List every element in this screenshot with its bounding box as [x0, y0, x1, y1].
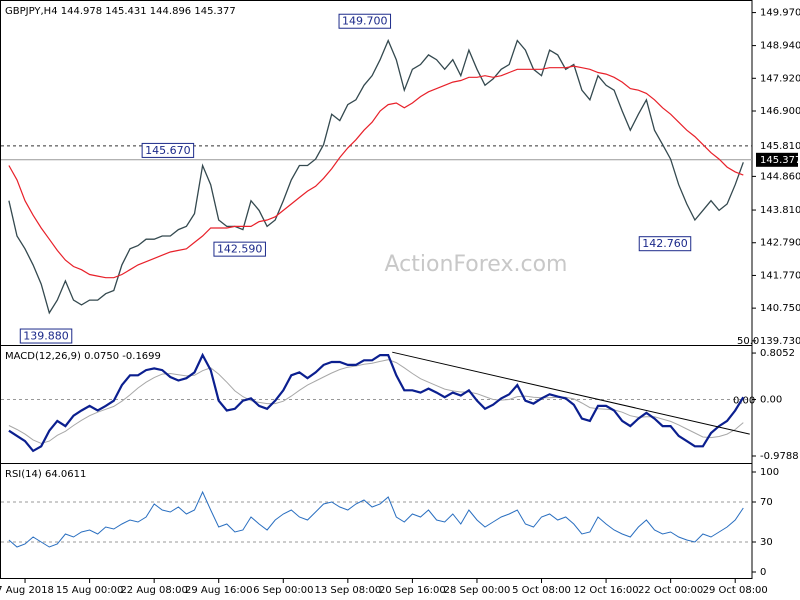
panel-title: RSI(14) 64.0611 — [5, 469, 86, 480]
watermark: ActionForex.com — [385, 252, 568, 277]
y-tick-label: 30 — [760, 537, 773, 548]
panel-frame — [0, 345, 753, 464]
y-tick-label: -0.9788 — [760, 451, 799, 462]
current-price-label: 145.377 — [760, 155, 800, 166]
series-line — [8, 352, 745, 453]
panel-title: MACD(12,26,9) 0.0750 -0.1699 — [5, 351, 161, 362]
y-tick-label: 140.750 — [760, 303, 800, 314]
y-tick-label: 0 — [760, 567, 766, 578]
y-tick-label: 145.810 — [760, 141, 800, 152]
x-tick-label: 5 Oct 08:00 — [512, 585, 571, 596]
price-label-box — [19, 328, 73, 344]
price-label: 142.760 — [642, 237, 688, 250]
panel-frame — [0, 463, 753, 579]
x-tick-label: 22 Oct 00:00 — [638, 585, 703, 596]
panel-title: GBPJPY,H4 144.978 145.431 144.896 145.37… — [5, 6, 236, 17]
series-line — [8, 490, 744, 548]
y-tick-label: 139.730 — [760, 336, 800, 347]
y-tick-label: 146.900 — [760, 106, 800, 117]
y-tick-label: 100 — [760, 467, 779, 478]
series-line — [8, 38, 744, 315]
x-tick-label: 22 Aug 08:00 — [120, 585, 187, 596]
y-tick-label: 0.8052 — [760, 348, 795, 359]
y-tick-label: 144.860 — [760, 171, 800, 182]
y-tick-label: 143.810 — [760, 205, 800, 216]
series-line — [8, 359, 744, 444]
price-label: 139.880 — [23, 330, 69, 343]
current-price-box — [756, 152, 798, 167]
series-line — [8, 65, 744, 279]
x-tick-label: 29 Aug 16:00 — [185, 585, 252, 596]
x-tick-label: 7 Aug 2018 — [0, 585, 54, 596]
x-tick-label: 6 Sep 00:00 — [253, 585, 313, 596]
price-label-box — [638, 236, 692, 252]
price-label: 145.670 — [145, 144, 191, 157]
price-label-box — [338, 13, 392, 29]
y-tick-label: 0.00 — [760, 395, 782, 406]
x-tick-label: 20 Sep 16:00 — [379, 585, 446, 596]
x-tick-label: 29 Oct 08:00 — [703, 585, 768, 596]
y-tick-label: 148.940 — [760, 41, 800, 52]
y-tick-label: 147.920 — [760, 73, 800, 84]
x-tick-label: 12 Oct 16:00 — [573, 585, 638, 596]
y-tick-label: 149.970 — [760, 8, 800, 19]
x-tick-label: 13 Sep 08:00 — [314, 585, 381, 596]
zero-line-label: 0.00 — [733, 396, 755, 407]
panel-frame — [0, 0, 753, 346]
price-label: 149.700 — [342, 15, 388, 28]
y-tick-label: 142.790 — [760, 238, 800, 249]
x-tick-label: 28 Sep 00:00 — [444, 585, 511, 596]
price-label: 142.590 — [217, 243, 263, 256]
price-label-box — [141, 142, 195, 158]
y-tick-label: 70 — [760, 497, 773, 508]
corner-label: 50.0 — [737, 336, 759, 347]
trendline — [392, 351, 750, 435]
x-tick-label: 15 Aug 00:00 — [56, 585, 123, 596]
y-tick-label: 141.770 — [760, 270, 800, 281]
price-label-box — [213, 241, 266, 257]
